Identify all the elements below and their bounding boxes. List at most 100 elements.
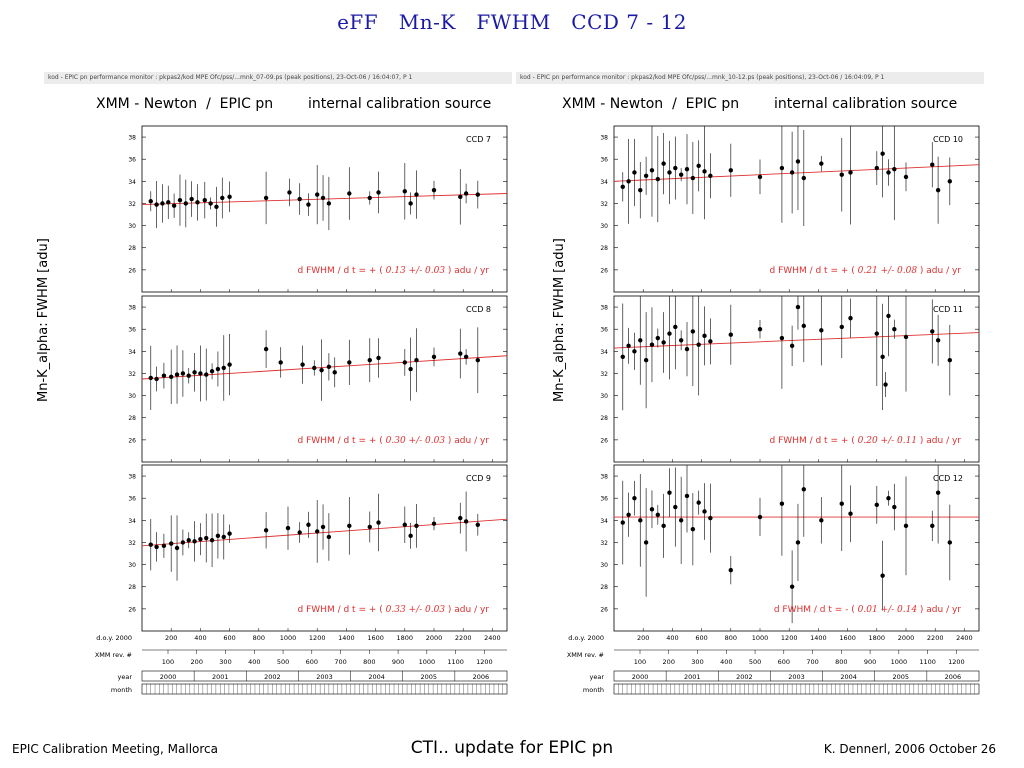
data-point xyxy=(678,172,684,177)
data-point xyxy=(789,584,795,589)
data-point xyxy=(892,327,897,332)
data-point xyxy=(195,200,200,205)
data-point xyxy=(160,201,165,206)
fit-annotation: d FWHM / d t = + ( 0.13 +/- 0.03 ) adu /… xyxy=(298,266,490,276)
data-point xyxy=(655,512,660,517)
doy-tick-label: 400 xyxy=(194,634,206,642)
fit-suffix: ) adu / yr xyxy=(917,436,961,446)
chart-panel: 26 28 30 32 34 36 38 CCD 9 d FWHM / d t = + ( 0.… xyxy=(128,464,508,632)
fit-annotation: d FWHM / d t = - ( 0.01 +/- 0.14 ) adu /… xyxy=(774,605,961,615)
doy-tick-label: 2400 xyxy=(956,634,973,642)
data-point xyxy=(801,323,806,329)
data-point xyxy=(702,333,707,339)
rev-tick-label: 400 xyxy=(248,658,260,666)
data-point xyxy=(402,522,407,527)
fit-prefix: d FWHM / d t = + ( xyxy=(298,436,386,446)
data-point xyxy=(376,520,381,525)
fit-prefix: d FWHM / d t = + ( xyxy=(770,266,858,276)
y-tick-label: 34 xyxy=(128,518,136,525)
data-point xyxy=(667,170,672,175)
data-point xyxy=(297,196,302,202)
y-tick-label: 32 xyxy=(128,371,136,378)
y-tick-label: 38 xyxy=(128,305,136,312)
data-point xyxy=(638,187,643,193)
data-point xyxy=(414,357,419,363)
rev-tick-label: 1100 xyxy=(447,658,464,666)
data-point xyxy=(431,521,437,526)
data-point xyxy=(848,170,853,175)
data-point xyxy=(795,540,801,545)
data-point xyxy=(947,179,952,184)
month-axis-label: month xyxy=(583,686,604,694)
y-tick-label: 38 xyxy=(600,135,608,142)
data-point xyxy=(189,196,194,202)
y-tick-label: 38 xyxy=(600,474,608,481)
data-point xyxy=(667,331,672,336)
data-point xyxy=(620,354,625,360)
rev-tick-label: 700 xyxy=(334,658,346,666)
data-point xyxy=(892,504,897,510)
year-label: 2000 xyxy=(160,673,177,681)
data-point xyxy=(848,511,853,516)
y-tick-label: 34 xyxy=(600,518,608,525)
data-point xyxy=(673,504,678,510)
panel-frame xyxy=(613,295,980,463)
data-point xyxy=(186,538,191,543)
data-point xyxy=(154,544,159,550)
data-point xyxy=(728,332,733,337)
y-tick-label: 30 xyxy=(128,562,136,569)
figure-subheading: internal calibration source xyxy=(308,96,492,112)
data-point xyxy=(801,487,806,492)
panel-frame xyxy=(141,464,508,632)
footer-event: EPIC Calibration Meeting, Mallorca xyxy=(12,742,219,756)
data-point xyxy=(320,524,326,530)
year-axis-label: year xyxy=(589,673,604,681)
rev-tick-label: 600 xyxy=(306,658,318,666)
data-point xyxy=(263,346,269,352)
data-point xyxy=(202,197,207,203)
y-tick-label: 28 xyxy=(128,245,136,252)
chart-panel: 26 28 30 32 34 36 38 CCD 12 d FWHM / d t = - ( 0… xyxy=(600,464,980,632)
data-point xyxy=(757,514,763,520)
time-axis: d.o.y. 2000 200 400 600 800 1000 1200 1400 1600 1… xyxy=(567,634,980,695)
data-point xyxy=(463,519,469,524)
data-point xyxy=(198,371,203,376)
data-point xyxy=(180,371,186,376)
time-axis: d.o.y. 2000 200 400 600 800 1000 1200 1400 1600 1… xyxy=(95,634,508,695)
y-tick-label: 34 xyxy=(128,179,136,186)
data-point xyxy=(414,523,419,529)
data-point xyxy=(874,331,879,336)
data-point xyxy=(708,173,713,178)
data-point xyxy=(198,536,203,542)
data-point xyxy=(312,365,317,371)
doy-tick-label: 200 xyxy=(165,634,177,642)
rev-axis-label: XMM rev. # xyxy=(567,651,604,659)
data-point xyxy=(667,490,672,495)
y-tick-label: 26 xyxy=(600,437,608,444)
doy-tick-label: 600 xyxy=(223,634,235,642)
y-tick-label: 38 xyxy=(600,305,608,312)
plot-area-left: 26 28 30 32 34 36 38 CCD 7 d FWHM / d t = + ( 0.… xyxy=(95,125,508,695)
fit-suffix: ) adu / yr xyxy=(917,266,961,276)
data-point xyxy=(171,203,177,208)
data-point xyxy=(347,523,352,529)
year-label: 2004 xyxy=(368,673,385,681)
data-point xyxy=(320,195,326,201)
data-point xyxy=(935,490,941,495)
rev-tick-label: 300 xyxy=(691,658,703,666)
year-axis-label: year xyxy=(117,673,132,681)
figure-heading: XMM - Newton / EPIC pn xyxy=(562,96,740,112)
data-point xyxy=(161,543,167,548)
data-point xyxy=(263,195,269,201)
data-point xyxy=(779,501,785,506)
data-point xyxy=(174,545,180,551)
fit-suffix: ) adu / yr xyxy=(917,605,961,615)
data-point xyxy=(154,202,159,207)
fit-annotation: d FWHM / d t = + ( 0.33 +/- 0.03 ) adu /… xyxy=(298,605,490,615)
data-point xyxy=(376,355,381,361)
doy-tick-label: 2400 xyxy=(484,634,501,642)
data-point xyxy=(227,194,232,200)
doy-tick-label: 400 xyxy=(666,634,678,642)
data-point xyxy=(209,538,215,543)
y-tick-label: 38 xyxy=(128,474,136,481)
